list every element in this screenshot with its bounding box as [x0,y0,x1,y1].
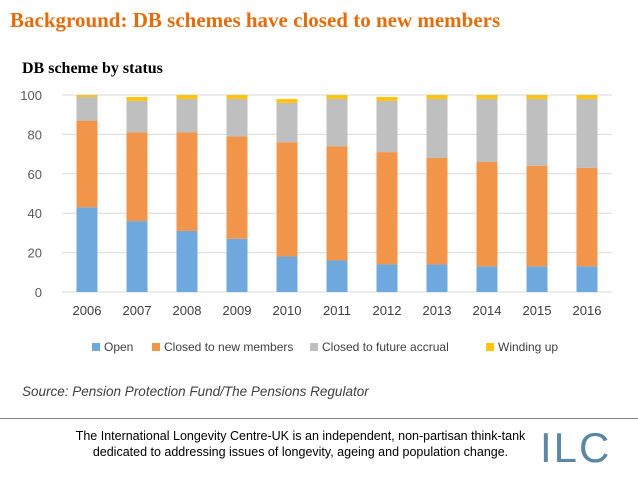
bar-segment [76,207,98,292]
bar-segment [526,266,548,292]
bar-segment [276,142,298,257]
bar-segment [376,100,398,153]
y-tick-label: 80 [28,127,42,142]
footer-text: The International Longevity Centre-UK is… [75,429,526,459]
y-tick-label: 40 [28,206,42,221]
source-note: Source: Pension Protection Fund/The Pens… [22,384,369,399]
bar-segment [226,238,248,292]
x-tick-label: 2007 [123,303,152,318]
legend-swatch [486,343,494,351]
legend-swatch [92,343,100,351]
bar-segment [426,95,448,99]
bar-segment [576,95,598,99]
x-tick-label: 2008 [173,303,202,318]
legend-label: Closed to future accrual [322,340,449,354]
bar-segment [176,98,198,133]
legend-label: Closed to new members [164,340,293,354]
bar-segment [426,98,448,159]
bar-segment [326,260,348,292]
bar-segment [476,98,498,162]
stacked-bar-chart: 0 20 40 60 80 100 2006 2007 2008 2009 2010 2011 201… [20,88,612,354]
bar-segment [376,264,398,292]
bar-segment [276,256,298,292]
x-tick-label: 2012 [373,303,402,318]
bar-segment [126,96,148,101]
bar-segment [126,100,148,133]
bar-segment [176,95,198,99]
bar-segment [226,136,248,239]
bar-segment [576,98,598,168]
bar-segment [76,96,98,121]
x-tick-label: 2014 [473,303,502,318]
x-tick-label: 2011 [323,303,351,318]
bar-segment [476,161,498,267]
legend-swatch [152,343,160,351]
x-tick-label: 2016 [573,303,602,318]
bar-segment [276,98,298,103]
legend-label: Winding up [498,340,558,354]
bar-segment [426,264,448,292]
bars [76,95,598,292]
x-tick-label: 2015 [523,303,552,318]
bar-segment [176,230,198,292]
chart-title: DB scheme by status [22,60,163,77]
bar-segment [76,120,98,208]
ilc-logo: ILC [540,424,612,471]
slide-title: Background: DB schemes have closed to ne… [10,8,501,32]
bar-segment [226,95,248,99]
x-tick-label: 2009 [223,303,252,318]
footer-divider [0,418,638,419]
bar-segment [326,146,348,261]
legend: Open Closed to new members Closed to futur… [92,340,558,354]
x-tick-label: 2006 [73,303,102,318]
bar-segment [526,95,548,99]
bar-segment [276,102,298,143]
bar-segment [476,95,498,99]
y-tick-label: 60 [28,167,42,182]
bar-segment [376,96,398,101]
y-tick-label: 100 [20,88,42,103]
bar-segment [76,95,98,97]
bar-segment [526,165,548,267]
y-tick-label: 0 [35,285,42,300]
bar-segment [326,95,348,99]
y-axis: 0 20 40 60 80 100 [20,88,42,300]
legend-label: Open [104,340,133,354]
bar-segment [426,158,448,265]
x-axis: 2006 2007 2008 2009 2010 2011 2012 2013 2014 2015… [73,303,602,318]
bar-segment [226,98,248,137]
x-tick-label: 2013 [423,303,452,318]
bar-segment [126,132,148,222]
x-tick-label: 2010 [273,303,302,318]
y-tick-label: 20 [28,246,42,261]
bar-segment [376,152,398,265]
bar-segment [476,266,498,292]
legend-swatch [310,343,318,351]
bar-segment [176,132,198,231]
bar-segment [576,167,598,267]
bar-segment [326,98,348,147]
bar-segment [576,266,598,292]
bar-segment [126,221,148,292]
bar-segment [526,98,548,166]
